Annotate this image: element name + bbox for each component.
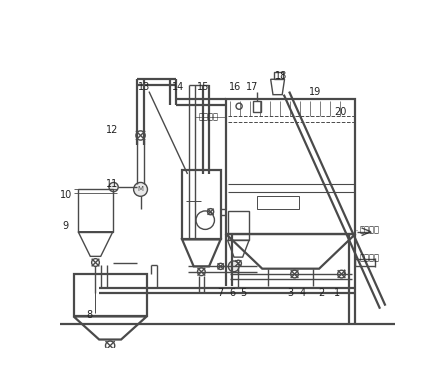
Bar (257, 196, 299, 210)
Circle shape (109, 183, 118, 192)
Text: 16: 16 (229, 82, 242, 92)
Text: 2: 2 (318, 288, 325, 298)
Text: 14: 14 (172, 82, 184, 92)
Text: 蒸气进口: 蒸气进口 (360, 226, 380, 235)
Bar (182, 170, 221, 239)
Text: 10: 10 (60, 190, 72, 200)
Bar (253, 101, 261, 111)
Bar (227, 211, 249, 240)
Text: 15: 15 (197, 82, 209, 92)
Text: 19: 19 (309, 86, 321, 97)
Bar (74, 274, 147, 316)
Text: 4: 4 (300, 288, 306, 298)
Text: 蒸气出口: 蒸气出口 (199, 113, 219, 122)
Circle shape (228, 261, 239, 272)
Circle shape (134, 183, 147, 196)
Text: 9: 9 (63, 221, 69, 231)
Text: 8: 8 (86, 310, 92, 320)
Text: 18: 18 (275, 71, 288, 81)
Bar (78, 189, 113, 232)
Text: 17: 17 (246, 82, 258, 92)
Bar (70, 351, 151, 357)
Text: 12: 12 (106, 125, 118, 135)
Text: M: M (138, 187, 143, 192)
Text: 7: 7 (218, 288, 224, 298)
Text: 3: 3 (288, 288, 294, 298)
Text: 11: 11 (106, 179, 118, 189)
Bar (226, 99, 355, 234)
Text: 氧气进口: 氧气进口 (360, 253, 380, 262)
Text: 1: 1 (334, 288, 340, 298)
Text: 20: 20 (334, 108, 346, 117)
Bar (274, 72, 283, 79)
Text: 13: 13 (138, 82, 150, 92)
Text: 5: 5 (240, 288, 246, 298)
Text: 6: 6 (229, 288, 235, 298)
